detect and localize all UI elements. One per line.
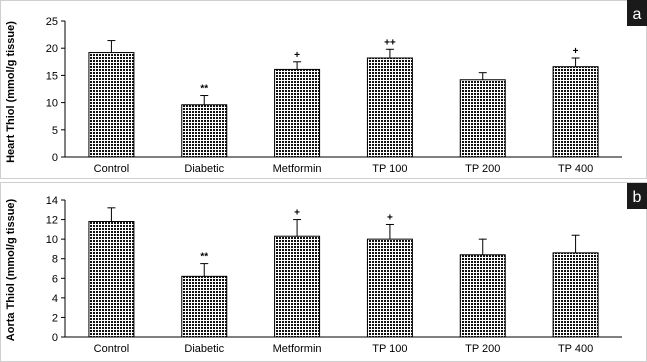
x-tick-label: TP 200: [465, 163, 500, 175]
bar: [459, 254, 506, 338]
bar: [88, 52, 135, 158]
y-axis-label: Heart Thiol (mmol/g tissue): [5, 21, 17, 163]
y-tick-label: 14: [46, 195, 58, 207]
bar: [181, 104, 228, 158]
y-tick-label: 25: [46, 16, 58, 28]
x-tick-label: TP 400: [558, 163, 593, 175]
y-tick-label: 2: [52, 312, 58, 324]
bar: [181, 275, 228, 338]
x-tick-label: Diabetic: [184, 163, 224, 175]
bar: [88, 221, 135, 338]
x-tick-label: TP 200: [465, 343, 500, 355]
x-tick-label: Control: [94, 163, 129, 175]
y-tick-label: 0: [52, 152, 58, 164]
x-tick-label: Diabetic: [184, 343, 224, 355]
significance-label: +: [294, 50, 300, 61]
panel-letter: b: [633, 189, 642, 206]
x-tick-label: Control: [94, 343, 129, 355]
significance-label: +: [294, 208, 300, 219]
y-tick-label: 15: [46, 70, 58, 82]
bar: [274, 68, 321, 158]
y-tick-label: 5: [52, 125, 58, 137]
panel-letter: a: [633, 6, 642, 23]
y-tick-label: 4: [52, 293, 58, 305]
bar: [274, 235, 321, 338]
bar: [459, 79, 506, 158]
significance-label: **: [200, 84, 208, 95]
x-tick-label: Metformin: [273, 163, 322, 175]
significance-label: **: [200, 252, 208, 263]
y-tick-label: 20: [46, 43, 58, 55]
heart-thiol-chart: Heart Thiol (mmol/g tissue) 0 5 10 15 20 25 *…: [0, 0, 647, 179]
aorta-thiol-chart: Aorta Thiol (mmol/g tissue) 02468101214 …: [0, 182, 647, 362]
y-tick-label: 8: [52, 254, 58, 266]
bar: [366, 238, 413, 338]
x-tick-label: TP 100: [372, 343, 407, 355]
significance-label: +: [387, 212, 393, 223]
x-tick-label: TP 100: [372, 163, 407, 175]
panel-letter-badge: b: [627, 183, 647, 209]
y-tick-label: 12: [46, 215, 58, 227]
bar: [552, 66, 599, 158]
bar: [552, 252, 599, 338]
y-tick-label: 10: [46, 98, 58, 110]
significance-label: ++: [384, 37, 396, 48]
y-tick-label: 6: [52, 273, 58, 285]
y-tick-label: 0: [52, 332, 58, 344]
x-tick-label: TP 400: [558, 343, 593, 355]
x-tick-label: Metformin: [273, 343, 322, 355]
significance-label: +: [573, 46, 579, 57]
y-axis-label: Aorta Thiol (mmol/g tissue): [5, 198, 17, 341]
panel-letter-badge: a: [627, 0, 647, 26]
y-tick-label: 10: [46, 234, 58, 246]
bar: [366, 57, 413, 158]
